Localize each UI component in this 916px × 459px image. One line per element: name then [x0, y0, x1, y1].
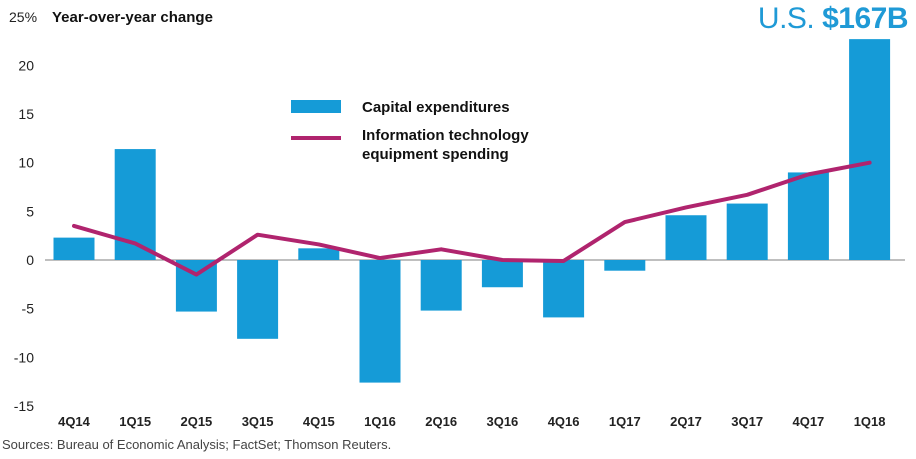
- capex-bar: [359, 260, 401, 383]
- headline-total: U.S. $167B: [757, 2, 909, 36]
- x-tick-label: 2Q17: [670, 414, 702, 429]
- x-tick-label: 4Q16: [548, 414, 580, 429]
- y-tick-label: -10: [14, 349, 34, 365]
- headline-prefix: U.S.: [757, 2, 823, 35]
- y-tick-label: 10: [18, 155, 34, 171]
- x-tick-label: 3Q16: [486, 414, 518, 429]
- it-spending-line: [72, 160, 872, 277]
- capex-bar: [665, 215, 707, 260]
- capex-bar: [420, 260, 462, 311]
- capex-bar: [298, 248, 340, 260]
- capex-bar: [726, 203, 768, 260]
- x-tick-label: 1Q17: [609, 414, 641, 429]
- x-tick-label: 4Q17: [792, 414, 824, 429]
- x-tick-label: 2Q16: [425, 414, 457, 429]
- y-tick-label: 5: [26, 203, 34, 219]
- capex-bar: [481, 260, 523, 288]
- legend-swatch-capex: [291, 100, 341, 113]
- source-note: Sources: Bureau of Economic Analysis; Fa…: [2, 437, 392, 452]
- capex-bar: [237, 260, 279, 339]
- headline-amount: $167B: [822, 2, 908, 35]
- legend-label-it-line2: equipment spending: [362, 146, 509, 163]
- x-tick-label: 1Q16: [364, 414, 396, 429]
- x-tick-label: 1Q15: [119, 414, 151, 429]
- y-tick-label: -5: [22, 301, 35, 317]
- x-tick-label: 3Q15: [242, 414, 274, 429]
- y-tick-label: 20: [18, 57, 34, 73]
- y-tick-label: 15: [18, 106, 34, 122]
- legend-label-it-line1: Information technology: [362, 127, 529, 144]
- legend-label-capex: Capital expenditures: [362, 99, 510, 116]
- y-axis-title: Year-over-year change: [52, 9, 213, 26]
- x-tick-label: 4Q15: [303, 414, 335, 429]
- capex-bar: [604, 260, 646, 271]
- x-tick-label: 4Q14: [58, 414, 91, 429]
- x-tick-label: 1Q18: [854, 414, 886, 429]
- x-tick-label: 2Q15: [180, 414, 212, 429]
- capex-bar: [53, 237, 95, 260]
- y-tick-label: 0: [26, 252, 34, 268]
- x-tick-label: 3Q17: [731, 414, 763, 429]
- y-tick-label: 25%: [9, 9, 37, 25]
- capex-bar: [543, 260, 585, 318]
- y-tick-label: -15: [14, 398, 34, 414]
- capex-bar: [849, 39, 891, 261]
- capex-bar: [787, 172, 829, 260]
